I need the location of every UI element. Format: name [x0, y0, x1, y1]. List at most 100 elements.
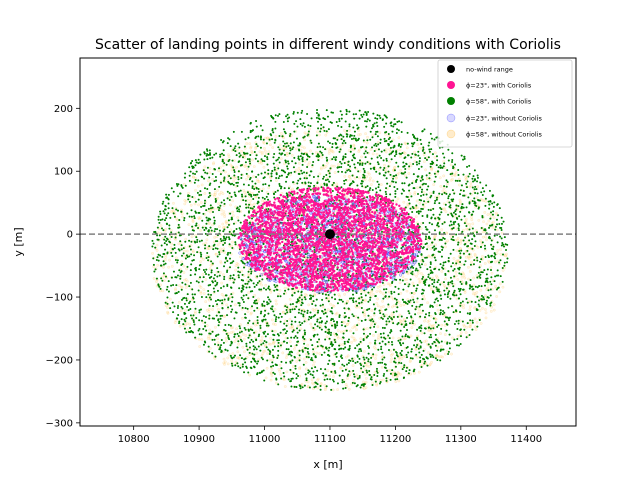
- scatter-point: [211, 156, 214, 159]
- scatter-point: [319, 183, 323, 187]
- scatter-point: [277, 345, 280, 348]
- scatter-point: [379, 361, 382, 364]
- scatter-point: [366, 171, 370, 175]
- scatter-point: [296, 182, 299, 185]
- scatter-point: [469, 322, 473, 326]
- scatter-point: [384, 343, 387, 346]
- scatter-point: [409, 358, 412, 362]
- scatter-point: [229, 163, 233, 167]
- scatter-point: [407, 285, 410, 288]
- scatter-point: [273, 307, 277, 311]
- scatter-point: [312, 176, 315, 179]
- scatter-point: [376, 337, 380, 341]
- scatter-point: [371, 354, 375, 358]
- scatter-point: [375, 152, 379, 156]
- scatter-point: [273, 329, 277, 333]
- scatter-point: [274, 190, 277, 193]
- scatter-point: [369, 316, 373, 319]
- scatter-point: [292, 146, 295, 149]
- scatter-point: [490, 211, 493, 214]
- scatter-point: [379, 305, 383, 309]
- scatter-point: [255, 176, 258, 179]
- scatter-point: [416, 328, 419, 331]
- scatter-point: [211, 210, 214, 213]
- scatter-point: [321, 298, 324, 301]
- scatter-point: [489, 266, 493, 269]
- scatter-point: [167, 290, 170, 293]
- scatter-point: [184, 278, 188, 281]
- scatter-point: [481, 194, 484, 197]
- scatter-point: [410, 350, 413, 353]
- scatter-point: [283, 385, 287, 388]
- scatter-point: [426, 320, 430, 324]
- scatter-point: [378, 131, 382, 135]
- scatter-point: [236, 216, 240, 219]
- scatter-point: [451, 336, 455, 340]
- scatter-point: [486, 268, 489, 271]
- scatter-point: [300, 169, 303, 172]
- scatter-point: [343, 307, 346, 310]
- scatter-point: [303, 125, 306, 128]
- scatter-point: [189, 248, 192, 251]
- scatter-point: [277, 156, 280, 159]
- scatter-point: [297, 179, 300, 182]
- scatter-point: [238, 210, 241, 213]
- plot-area: [80, 108, 576, 392]
- scatter-point: [344, 156, 347, 159]
- scatter-point: [411, 133, 414, 136]
- scatter-point: [429, 277, 432, 280]
- scatter-point: [223, 170, 227, 174]
- scatter-point: [162, 272, 165, 275]
- scatter-point: [226, 314, 229, 317]
- scatter-point: [392, 316, 395, 319]
- scatter-point: [433, 278, 436, 281]
- scatter-point: [356, 377, 359, 380]
- scatter-point: [436, 281, 439, 284]
- scatter-point: [389, 295, 393, 299]
- scatter-point: [339, 110, 342, 113]
- scatter-point: [459, 304, 462, 307]
- scatter-point: [322, 146, 325, 149]
- scatter-point: [164, 255, 168, 259]
- scatter-point: [479, 322, 483, 325]
- scatter-point: [209, 204, 212, 207]
- scatter-point: [499, 235, 502, 238]
- scatter-point: [335, 182, 339, 186]
- scatter-point: [257, 161, 261, 165]
- scatter-point: [234, 145, 237, 148]
- scatter-point: [450, 212, 453, 215]
- scatter-point: [352, 293, 355, 296]
- scatter-point: [213, 191, 217, 194]
- scatter-point: [249, 306, 253, 310]
- scatter-point: [429, 191, 433, 195]
- scatter-point: [215, 179, 218, 182]
- scatter-point: [370, 309, 374, 312]
- scatter-point: [433, 155, 437, 159]
- scatter-point: [394, 176, 398, 180]
- scatter-point: [194, 159, 197, 162]
- scatter-point: [433, 172, 436, 175]
- scatter-point: [276, 295, 279, 298]
- scatter-point: [207, 310, 211, 313]
- scatter-point: [365, 141, 369, 145]
- scatter-point: [184, 286, 188, 289]
- scatter-point: [180, 288, 183, 291]
- scatter-point: [191, 220, 195, 223]
- scatter-point: [244, 199, 247, 202]
- scatter-point: [287, 353, 290, 356]
- scatter-point: [454, 163, 457, 166]
- scatter-point: [443, 293, 446, 296]
- scatter-point: [389, 372, 392, 375]
- scatter-point: [368, 369, 371, 372]
- scatter-point: [232, 183, 235, 186]
- scatter-point: [247, 136, 250, 139]
- scatter-point: [443, 185, 446, 188]
- scatter-point: [208, 304, 211, 307]
- scatter-point: [272, 364, 275, 367]
- scatter-point: [286, 167, 289, 170]
- scatter-point: [295, 168, 298, 172]
- scatter-point: [443, 323, 447, 327]
- scatter-point: [178, 320, 181, 323]
- scatter-point: [218, 311, 221, 314]
- scatter-point: [202, 343, 205, 346]
